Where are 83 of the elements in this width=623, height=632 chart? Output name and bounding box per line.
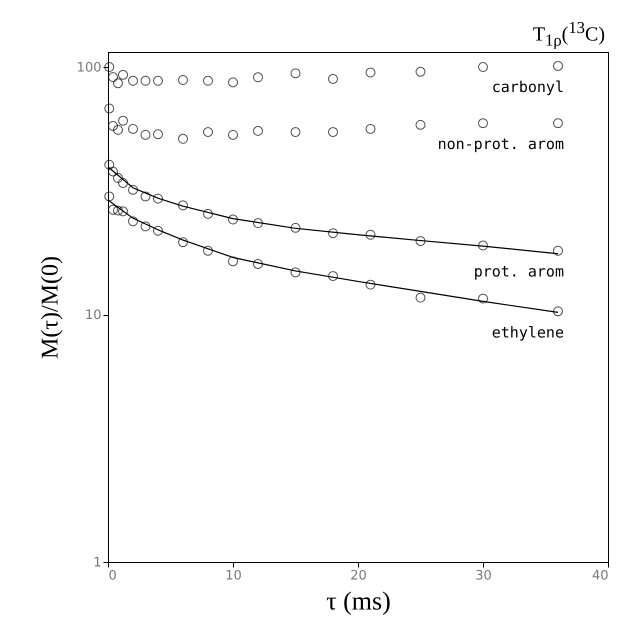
point	[118, 70, 128, 80]
point	[113, 124, 123, 135]
point	[328, 127, 338, 138]
point	[328, 228, 338, 238]
point	[140, 130, 150, 140]
series-label: non-prot. arom	[438, 135, 564, 154]
x-tick-label: 20	[350, 568, 367, 584]
point	[113, 78, 123, 88]
point	[553, 60, 563, 71]
y-tick-label: 100	[76, 60, 102, 76]
point	[228, 256, 238, 266]
point	[203, 76, 213, 86]
point	[478, 294, 488, 304]
point	[553, 246, 563, 256]
point	[328, 74, 338, 84]
point	[108, 204, 118, 215]
point	[113, 173, 123, 183]
point	[366, 124, 376, 134]
point	[253, 72, 263, 82]
point	[203, 127, 213, 138]
point	[153, 76, 163, 86]
point	[108, 72, 118, 82]
point	[153, 226, 163, 236]
point	[118, 178, 128, 188]
point	[104, 160, 114, 170]
point	[108, 166, 118, 177]
point	[140, 191, 150, 202]
point	[416, 66, 426, 77]
x-tick-label: 30	[475, 568, 492, 584]
point	[128, 216, 138, 226]
point	[416, 236, 426, 246]
chart-title: T$_{1ρ}$($^{13}$C)	[532, 18, 605, 51]
point	[290, 267, 300, 278]
point	[118, 206, 128, 216]
point	[178, 237, 188, 248]
point	[228, 214, 238, 224]
point	[113, 206, 123, 216]
x-axis-title: τ (ms)	[326, 586, 391, 616]
series-label: carbonyl	[492, 78, 564, 96]
point	[553, 306, 563, 316]
point	[228, 77, 238, 88]
point	[290, 222, 300, 233]
point	[253, 126, 263, 136]
x-tick-label: 0	[108, 568, 117, 584]
point	[140, 221, 150, 232]
point	[108, 120, 118, 131]
point	[328, 271, 338, 282]
point	[118, 116, 128, 126]
point	[553, 118, 563, 128]
point	[178, 200, 188, 210]
point	[128, 124, 138, 134]
point	[178, 134, 188, 144]
series-label: ethylene	[492, 323, 564, 342]
point	[290, 127, 300, 138]
point	[416, 292, 426, 303]
point	[366, 230, 376, 240]
point	[104, 104, 114, 114]
point	[366, 68, 376, 78]
point	[153, 129, 163, 140]
y-tick-label: 10	[84, 308, 102, 324]
point	[128, 76, 138, 86]
y-tick-label: 1	[93, 556, 102, 570]
point	[478, 240, 488, 250]
point	[290, 68, 300, 78]
x-tick-label: 10	[225, 568, 242, 584]
point	[104, 191, 114, 202]
point	[140, 76, 150, 86]
point	[153, 194, 163, 204]
point	[228, 130, 238, 140]
point	[416, 120, 426, 130]
point	[253, 218, 263, 228]
point	[104, 62, 114, 72]
point	[178, 75, 188, 85]
point	[203, 208, 213, 219]
point	[203, 246, 213, 256]
point	[253, 259, 263, 269]
point	[366, 280, 376, 290]
point	[478, 118, 488, 128]
x-tick-label: 40	[592, 568, 608, 584]
series-label: prot. arom	[474, 262, 564, 281]
point	[478, 62, 488, 72]
point	[128, 184, 138, 195]
y-axis-title: M(τ)/M(0)	[38, 256, 64, 359]
